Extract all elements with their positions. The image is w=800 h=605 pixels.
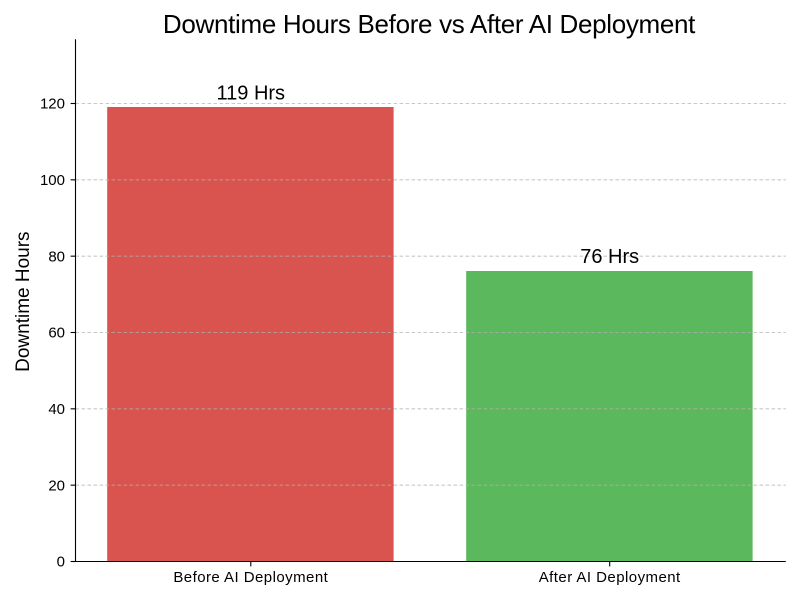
svg-text:76 Hrs: 76 Hrs [580,246,639,268]
svg-text:0: 0 [57,554,65,571]
svg-text:120: 120 [40,96,65,113]
svg-text:40: 40 [48,401,65,418]
svg-text:Downtime Hours: Downtime Hours [13,231,34,371]
svg-text:119 Hrs: 119 Hrs [217,82,286,104]
svg-text:100: 100 [40,172,65,189]
svg-text:20: 20 [48,477,65,494]
svg-text:80: 80 [48,248,65,265]
svg-text:After AI Deployment: After AI Deployment [539,569,681,586]
svg-text:Before AI Deployment: Before AI Deployment [173,569,328,586]
svg-text:Downtime Hours Before vs After: Downtime Hours Before vs After AI Deploy… [163,9,696,39]
svg-text:60: 60 [48,325,65,342]
